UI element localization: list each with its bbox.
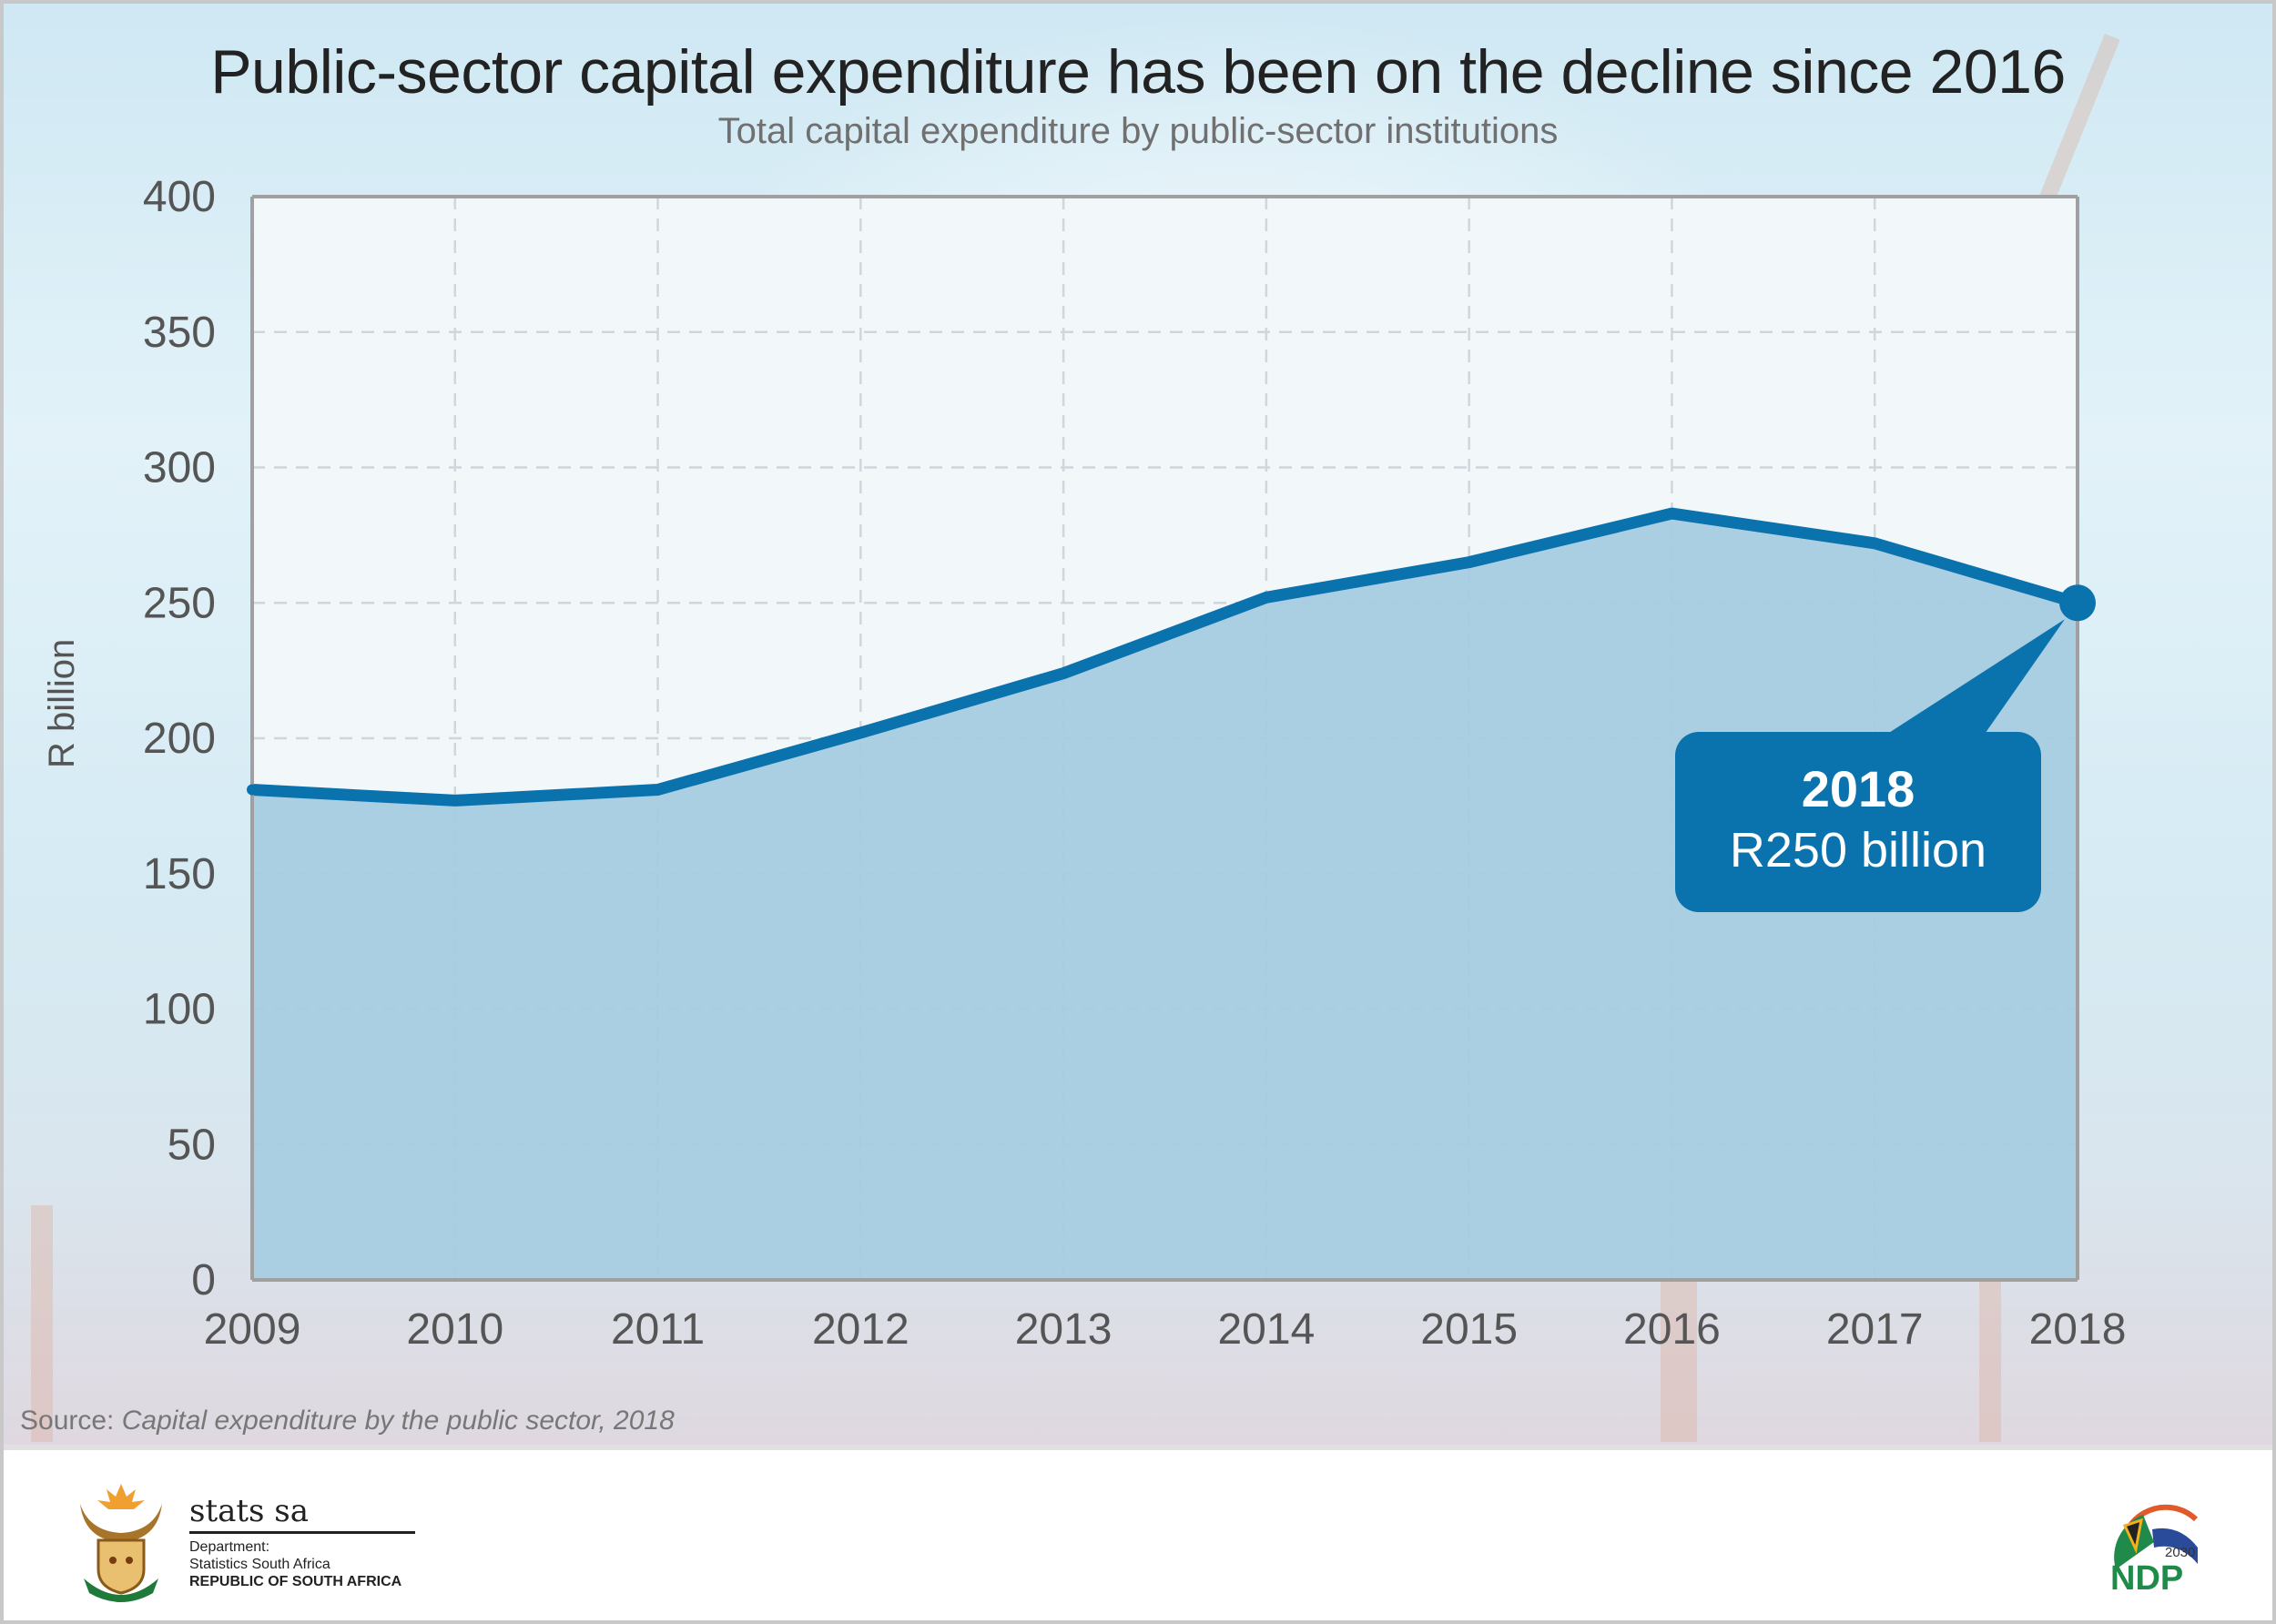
source-prefix: Source:	[20, 1406, 115, 1436]
coat-of-arms-logo	[80, 1484, 162, 1602]
x-tick-label: 2011	[611, 1305, 705, 1354]
data-point-2009[interactable]	[247, 784, 258, 796]
y-tick-label: 0	[191, 1256, 216, 1304]
ndp-2030-logo: 2030 NDP	[2110, 1504, 2199, 1597]
department-text: Department: Statistics South Africa REPU…	[189, 1538, 401, 1590]
data-point-2014[interactable]	[1260, 592, 1272, 604]
infographic: Public-sector capital expenditure has be…	[4, 4, 2272, 1620]
y-tick-label: 50	[168, 1121, 216, 1169]
x-tick-label: 2015	[1420, 1305, 1518, 1354]
area-fill	[252, 513, 2078, 1280]
y-tick-label: 300	[143, 444, 216, 492]
org-name: stats sa	[189, 1493, 310, 1529]
chart-title: Public-sector capital expenditure has be…	[210, 37, 2066, 107]
x-tick-label: 2013	[1015, 1305, 1113, 1354]
org-name-rule	[189, 1531, 415, 1534]
data-point-2012[interactable]	[855, 727, 867, 739]
x-tick-label: 2016	[1623, 1305, 1721, 1354]
chart-subtitle: Total capital expenditure by public-sect…	[717, 111, 1559, 151]
y-tick-label: 250	[143, 579, 216, 627]
y-tick-label: 100	[143, 986, 216, 1034]
annotation-callout: 2018 R250 billion	[1675, 732, 2041, 912]
x-tick-label: 2018	[2029, 1305, 2127, 1354]
footer-divider	[4, 1445, 2272, 1450]
y-tick-labels: 0 50 100 150 200 250 300 350 400	[143, 173, 216, 1304]
source-note: Source: Capital expenditure by the publi…	[20, 1406, 675, 1436]
x-tick-label: 2014	[1217, 1305, 1315, 1354]
data-point-2010[interactable]	[449, 795, 461, 807]
source-title: Capital expenditure by the public sector…	[121, 1406, 675, 1436]
x-tick-label: 2012	[812, 1305, 909, 1354]
x-tick-label: 2017	[1826, 1305, 1924, 1354]
ndp-text: NDP	[2110, 1559, 2183, 1597]
y-tick-label: 350	[143, 309, 216, 357]
callout-year: 2018	[1801, 760, 1915, 817]
dept-line-2: Statistics South Africa	[189, 1557, 330, 1572]
data-point-2013[interactable]	[1058, 667, 1070, 679]
y-tick-label: 150	[143, 850, 216, 898]
dept-line-1: Department:	[189, 1539, 270, 1555]
x-tick-label: 2010	[406, 1305, 503, 1354]
data-point-2015[interactable]	[1463, 556, 1475, 568]
series-line	[251, 507, 2079, 807]
y-tick-label: 400	[143, 173, 216, 221]
area-chart: 0 50 100 150 200 250 300 350 400 2009 2010 2011 201…	[143, 173, 2127, 1354]
data-point-2011[interactable]	[652, 784, 664, 796]
highlight-point-2018[interactable]	[2059, 584, 2096, 622]
x-tick-label: 2009	[204, 1305, 301, 1354]
data-point-2016[interactable]	[1666, 508, 1678, 520]
callout-value: R250 billion	[1729, 823, 1987, 878]
crane-decoration	[31, 1205, 53, 1442]
data-points	[247, 508, 2083, 807]
x-tick-labels: 2009 2010 2011 2012 2013 2014 2015 2016 2017 2018	[204, 1305, 2127, 1354]
dept-line-3: REPUBLIC OF SOUTH AFRICA	[189, 1574, 402, 1589]
callout-pointer	[1879, 619, 2065, 739]
data-point-2017[interactable]	[1869, 537, 1881, 549]
y-tick-label: 200	[143, 715, 216, 763]
ndp-year: 2030	[2165, 1545, 2195, 1560]
